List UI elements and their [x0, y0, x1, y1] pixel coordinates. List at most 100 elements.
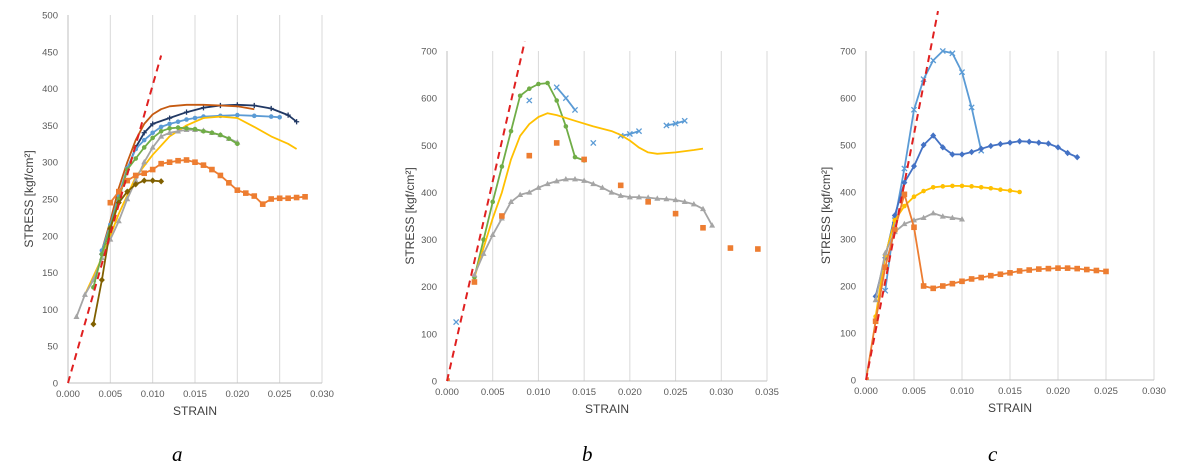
data-point	[998, 187, 1003, 192]
data-series	[447, 140, 761, 381]
data-point	[150, 121, 156, 127]
data-point	[175, 157, 181, 164]
data-point	[175, 125, 181, 130]
series-line	[874, 134, 1078, 297]
data-point	[1036, 266, 1042, 272]
data-point	[268, 105, 274, 112]
data-point	[149, 177, 156, 184]
chart-panel-a: 0.000 0.005 0.010 0.015 0.020 0.025 0.030 0 50 10…	[0, 0, 370, 440]
data-point	[183, 109, 190, 115]
data-point	[920, 141, 927, 149]
data-point	[872, 296, 879, 303]
data-series	[872, 209, 965, 303]
data-point	[635, 128, 643, 135]
data-point	[700, 224, 706, 231]
plot-area	[866, 47, 1109, 380]
data-point	[939, 47, 946, 55]
data-point	[124, 188, 131, 195]
data-point	[90, 320, 97, 328]
x-tick-label: 0.025	[1094, 386, 1118, 397]
y-tick-label: 400	[42, 84, 58, 95]
data-point	[911, 194, 917, 199]
data-point	[553, 84, 560, 91]
data-point	[235, 112, 240, 118]
data-series	[873, 183, 1022, 319]
y-tick-label: 200	[42, 231, 58, 242]
data-point	[251, 113, 257, 119]
data-point	[183, 157, 190, 163]
data-point	[107, 225, 114, 232]
data-point	[554, 98, 560, 103]
data-point	[285, 112, 291, 118]
data-point	[201, 128, 206, 134]
data-point	[285, 195, 291, 202]
y-tick-label: 0	[53, 379, 58, 390]
y-tick-label: 100	[421, 329, 437, 340]
data-point	[690, 201, 697, 207]
data-point	[654, 195, 661, 201]
data-point	[949, 50, 956, 57]
data-point	[167, 121, 172, 127]
data-point	[209, 166, 215, 173]
data-point	[1007, 270, 1013, 276]
data-point	[149, 166, 156, 173]
y-tick-label: 500	[840, 141, 856, 152]
data-point	[939, 213, 946, 219]
data-point	[663, 195, 670, 202]
data-point	[626, 193, 633, 200]
data-point	[1084, 266, 1090, 273]
x-tick-label: 0.020	[225, 389, 249, 400]
data-point	[499, 164, 505, 169]
data-point	[681, 198, 688, 205]
data-point	[200, 105, 207, 111]
data-point	[209, 130, 215, 136]
data-point	[590, 139, 597, 146]
series-line	[101, 103, 298, 255]
data-point	[920, 283, 927, 289]
x-axis-title: STRAIN	[988, 401, 1032, 415]
data-point	[882, 264, 888, 270]
data-point	[471, 271, 478, 278]
data-point	[235, 141, 240, 147]
data-point	[755, 246, 761, 252]
data-point	[1045, 140, 1052, 147]
data-point	[141, 137, 147, 143]
data-point	[251, 193, 258, 199]
data-point	[132, 172, 139, 179]
data-point	[192, 159, 198, 165]
data-point	[167, 126, 172, 131]
data-point	[645, 194, 652, 200]
data-point	[149, 144, 156, 150]
y-tick-label: 700	[840, 47, 856, 58]
data-point	[958, 69, 966, 76]
chart-panel-c: 0.000 0.005 0.010 0.015 0.020 0.025 0.030 0 100 2…	[810, 0, 1190, 440]
data-point	[218, 132, 223, 138]
data-point	[672, 120, 679, 127]
data-point	[184, 126, 189, 131]
data-point	[526, 97, 533, 104]
x-tick-label: 0.015	[998, 386, 1022, 397]
data-point	[930, 57, 937, 64]
data-point	[141, 130, 147, 136]
data-point	[535, 184, 542, 190]
data-point	[1103, 268, 1109, 275]
x-tick-label: 0.035	[755, 387, 779, 398]
data-point	[99, 251, 105, 257]
chart-panel-b: 0.000 0.005 0.010 0.015 0.020 0.025 0.030 0.035…	[400, 0, 785, 440]
x-tick-label: 0.000	[435, 387, 459, 398]
data-point	[892, 226, 898, 233]
data-point	[481, 237, 486, 242]
data-point	[866, 377, 869, 380]
data-point	[115, 199, 122, 206]
plot-area	[73, 102, 308, 328]
y-tick-label: 200	[421, 282, 437, 293]
data-point	[940, 283, 946, 289]
data-point	[968, 276, 975, 282]
data-point	[175, 119, 181, 125]
data-point	[499, 213, 505, 219]
y-tick-label: 0	[432, 377, 437, 388]
data-point	[141, 170, 147, 177]
y-tick-label: 100	[42, 305, 58, 316]
data-point	[1017, 189, 1022, 195]
data-point	[526, 152, 533, 159]
